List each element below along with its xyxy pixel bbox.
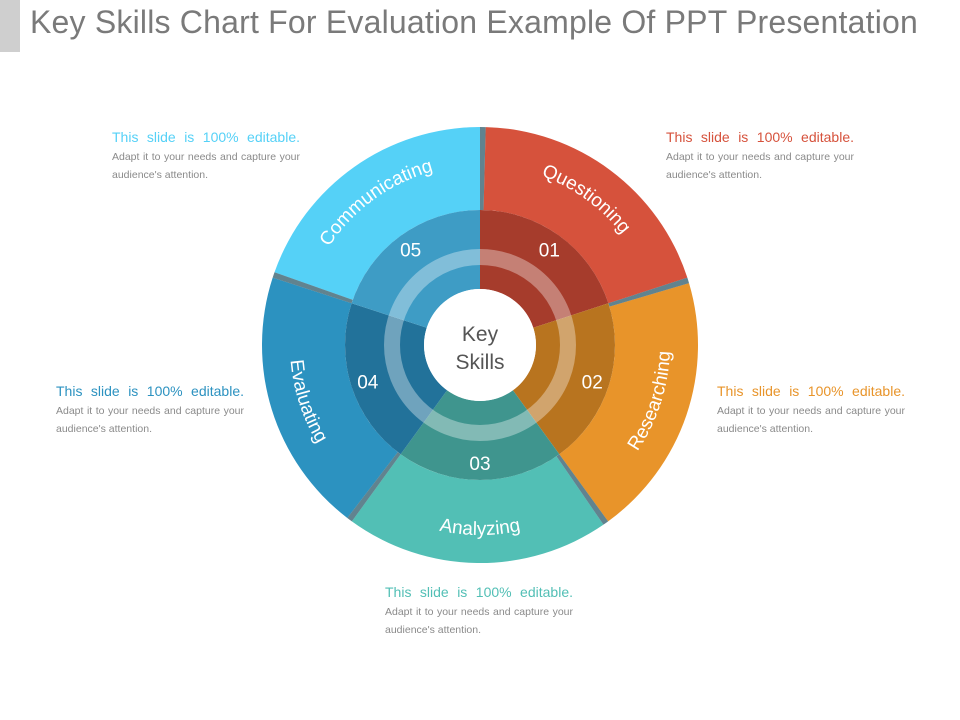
- segment-inner-02: [512, 303, 615, 455]
- note-body: Adapt it to your needs and capture your …: [56, 405, 244, 435]
- segment-inner-01: [480, 210, 609, 328]
- segment-divider: [272, 272, 353, 304]
- segment-number: 03: [469, 454, 490, 475]
- segment-researching: [559, 283, 699, 522]
- segment-label: Analyzing: [438, 515, 522, 540]
- note-lead: This slide is 100% editable.: [56, 383, 244, 399]
- inner-ring: [384, 249, 576, 441]
- segment-analyzing: [351, 454, 604, 563]
- note-evaluating: This slide is 100% editable. Adapt it to…: [56, 382, 244, 437]
- segment-inner-04: [345, 303, 448, 455]
- segment-inner-03: [400, 390, 560, 480]
- center-label-line2: Skills: [455, 351, 504, 374]
- segment-evaluating: [261, 277, 398, 518]
- segment-number: 04: [357, 372, 379, 393]
- segment-number: 05: [400, 241, 421, 262]
- note-lead: This slide is 100% editable.: [385, 584, 573, 600]
- note-lead: This slide is 100% editable.: [717, 383, 905, 399]
- segment-divider: [556, 454, 609, 525]
- note-body: Adapt it to your needs and capture your …: [385, 606, 573, 636]
- title-accent-bar: [0, 0, 20, 52]
- center-label-line1: Key: [462, 323, 499, 346]
- segment-inner-05: [351, 210, 480, 328]
- center-circle: [424, 289, 536, 401]
- note-body: Adapt it to your needs and capture your …: [666, 151, 854, 181]
- note-body: Adapt it to your needs and capture your …: [717, 405, 905, 435]
- segment-questioning: [483, 127, 688, 304]
- segment-number: 01: [539, 241, 560, 262]
- note-lead: This slide is 100% editable.: [112, 129, 300, 145]
- note-lead: This slide is 100% editable.: [666, 129, 854, 145]
- note-researching: This slide is 100% editable. Adapt it to…: [717, 382, 905, 437]
- segment-divider: [480, 127, 486, 211]
- note-communicating: This slide is 100% editable. Adapt it to…: [112, 128, 300, 183]
- segment-divider: [608, 277, 690, 307]
- segment-label-text: Analyzing: [438, 515, 522, 540]
- note-questioning: This slide is 100% editable. Adapt it to…: [666, 128, 854, 183]
- note-analyzing: This slide is 100% editable. Adapt it to…: [385, 583, 573, 638]
- segment-divider: [347, 452, 401, 522]
- note-body: Adapt it to your needs and capture your …: [112, 151, 300, 181]
- segment-number: 02: [582, 372, 603, 393]
- segment-communicating: [274, 127, 480, 300]
- page-title: Key Skills Chart For Evaluation Example …: [30, 4, 919, 40]
